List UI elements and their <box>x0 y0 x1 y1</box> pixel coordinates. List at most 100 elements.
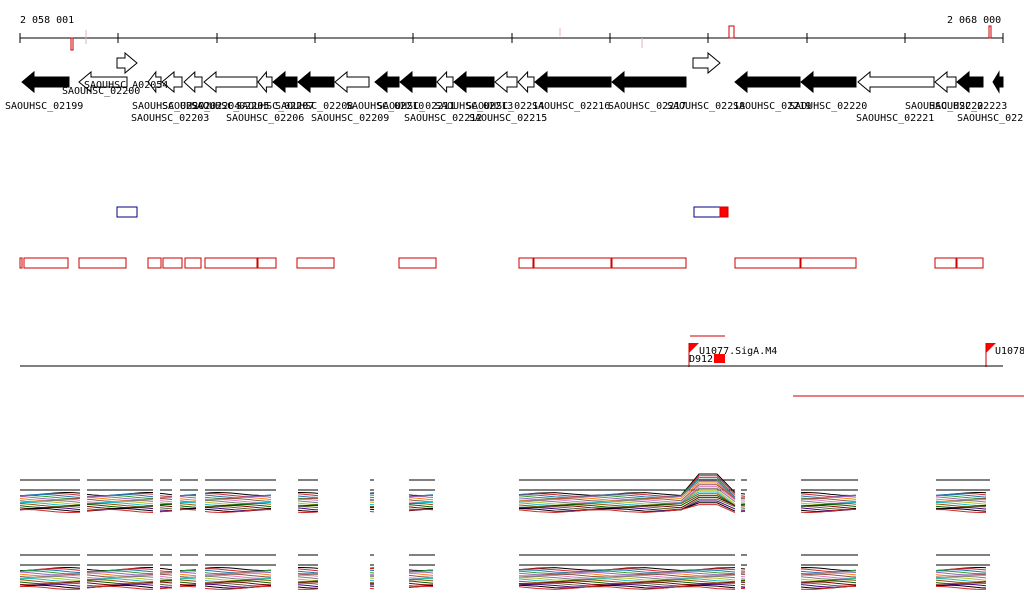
gene-arrow <box>956 70 984 94</box>
gene-arrow <box>857 70 935 94</box>
profile-line <box>179 503 197 506</box>
profile-line <box>19 569 81 574</box>
profile-line <box>204 574 272 579</box>
gene-arrow <box>161 70 183 94</box>
profile-line <box>800 497 857 502</box>
profile-line <box>86 585 154 590</box>
profile-line <box>936 495 986 499</box>
profile-line <box>86 570 154 575</box>
region-box <box>147 257 162 269</box>
profile-line <box>518 504 736 514</box>
element-box-highlight <box>719 206 729 218</box>
profile-line <box>297 507 319 511</box>
profile-line <box>935 508 987 512</box>
region-box <box>533 257 612 269</box>
profile-line <box>935 509 987 514</box>
gene-arrow <box>272 70 298 94</box>
gene-label: SAOUHSC_02203 <box>131 113 209 124</box>
profile-line <box>159 505 173 508</box>
gene-label: SAOUHSC_02209 <box>311 113 389 124</box>
profile-line <box>298 567 319 569</box>
gene-label: SAOUHSC_02208 <box>275 101 353 112</box>
profile-line <box>297 584 319 588</box>
gene-arrow <box>611 70 687 94</box>
gene-label: SAOUHSC_02218 <box>667 101 745 112</box>
gene-label: SAOUHSC_02200 <box>62 86 140 97</box>
gene-track <box>21 51 1004 94</box>
profile-line <box>297 500 319 504</box>
profile-line <box>297 509 319 512</box>
profile-line <box>297 511 319 513</box>
gene-label: SAOUHSC_02219 <box>733 101 811 112</box>
profile-line <box>518 569 736 574</box>
profile-line <box>297 505 319 507</box>
ruler-marker <box>988 25 992 39</box>
profile-line <box>935 493 987 498</box>
profile-line <box>19 578 81 583</box>
profile-line <box>159 586 173 588</box>
profile-line <box>159 573 173 576</box>
profile-line <box>159 583 173 586</box>
profile-line <box>408 503 434 506</box>
gene-arrow <box>517 70 535 94</box>
profile-line <box>518 500 736 511</box>
profile-line <box>298 499 319 501</box>
profile-line <box>297 502 319 505</box>
region-box <box>956 257 984 269</box>
feature-track: U1077.SigA.M4 D912 U1078 <box>20 335 1024 397</box>
profile-line <box>179 496 197 499</box>
gene-label: SAOUHSC_02216 <box>532 101 610 112</box>
region-box <box>934 257 957 269</box>
profile-line <box>159 567 173 571</box>
region-box <box>78 257 127 269</box>
profile-line <box>159 498 173 500</box>
ruler-end-label: 2 068 000 <box>947 15 1001 26</box>
gene-arrow <box>183 70 203 94</box>
profile-line <box>935 578 986 583</box>
element-box <box>116 206 138 218</box>
profile-line <box>179 498 197 501</box>
profile-line <box>518 477 736 498</box>
profile-line <box>204 508 272 514</box>
region-box <box>19 257 23 269</box>
profile-line <box>935 576 987 581</box>
profile-line <box>159 507 173 510</box>
element-box <box>693 206 721 218</box>
region-box <box>162 257 183 269</box>
gene-labels: SAOUHSC_02199SAOUHSC_A02054SAOUHSC_02200… <box>5 80 1024 124</box>
profile-line <box>408 506 434 509</box>
profile-line <box>408 572 434 576</box>
profile-line <box>297 495 319 498</box>
profile-line <box>159 575 173 578</box>
coordinate-ruler: 2 058 001 2 068 000 <box>19 15 1004 51</box>
ruler-marker <box>70 37 74 51</box>
profile-line <box>179 571 197 574</box>
profile-line <box>159 510 173 513</box>
gene-label: SAOUHSC_02199 <box>5 101 83 112</box>
profile-line <box>159 587 173 590</box>
gene-label: SAOUHSC_02206 <box>226 113 304 124</box>
profile-line <box>800 509 856 513</box>
profile-line <box>297 570 319 574</box>
profile-line <box>19 585 81 590</box>
profile-line <box>408 580 434 584</box>
profile-line <box>408 571 434 574</box>
profile-line <box>179 505 197 508</box>
region-box <box>257 257 277 269</box>
profile-line <box>19 507 81 512</box>
profile-line <box>19 508 81 514</box>
profile-line <box>518 576 736 581</box>
profile-line <box>86 501 154 506</box>
profile-line <box>408 579 434 582</box>
feature-flag-icon <box>689 343 699 353</box>
region-box <box>23 257 69 269</box>
profile-line <box>297 586 319 589</box>
gene-label: SAOUHSC_A02054 <box>84 80 168 91</box>
profile-line <box>179 509 197 511</box>
gene-label: SAOUHSC_02211 <box>377 101 455 112</box>
profile-line <box>408 497 434 501</box>
gene-arrow <box>734 70 801 94</box>
gene-arrow <box>21 70 70 94</box>
region-box <box>398 257 437 269</box>
